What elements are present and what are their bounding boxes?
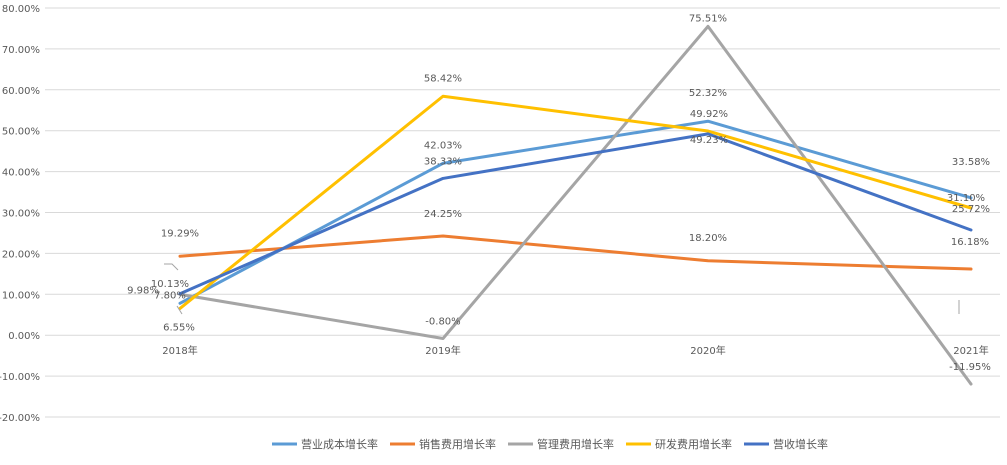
- data-point: [969, 206, 973, 210]
- y-tick-label: 60.00%: [2, 86, 40, 97]
- data-label: -0.80%: [425, 316, 460, 327]
- data-point: [441, 337, 445, 340]
- y-tick-label: 0.00%: [8, 331, 40, 342]
- label-leader-line: [176, 305, 183, 315]
- y-tick-label: -10.00%: [0, 372, 40, 383]
- y-tick-label: 70.00%: [2, 45, 40, 56]
- data-label: 10.13%: [151, 279, 189, 290]
- data-label: 49.92%: [690, 109, 728, 120]
- data-point: [178, 255, 182, 258]
- data-label: 6.55%: [163, 322, 195, 333]
- series-line: [178, 24, 973, 386]
- data-point: [706, 25, 710, 28]
- x-tick-label: 2019年: [425, 344, 460, 357]
- data-label: 38.33%: [424, 156, 462, 167]
- data-label: 18.20%: [689, 233, 727, 244]
- data-point: [441, 95, 445, 98]
- data-point: [969, 196, 973, 200]
- data-point: [969, 382, 973, 386]
- data-point: [706, 259, 710, 262]
- data-point: [178, 302, 182, 305]
- x-tick-label: 2018年: [162, 344, 197, 357]
- data-label: 31.10%: [947, 193, 985, 204]
- data-point: [441, 177, 445, 180]
- y-tick-label: 80.00%: [2, 4, 40, 15]
- gridlines: [45, 7, 1000, 418]
- data-label: 7.80%: [154, 290, 186, 301]
- data-point: [441, 234, 445, 238]
- legend: 营业成本增长率 销售费用增长率 管理费用增长率 研发费用增长率 营收增长率: [272, 437, 828, 451]
- y-tick-label: 10.00%: [2, 290, 40, 301]
- data-point: [178, 292, 182, 295]
- y-tick-label: -20.00%: [0, 413, 40, 424]
- series-line: [178, 132, 973, 296]
- data-label: 24.25%: [424, 209, 462, 220]
- legend-label: 营收增长率: [773, 437, 828, 451]
- data-label: 52.32%: [689, 88, 727, 99]
- data-label: 19.29%: [161, 228, 199, 239]
- legend-label: 销售费用增长率: [419, 437, 496, 451]
- x-tick-label: 2020年: [690, 344, 725, 357]
- data-label: 75.51%: [689, 13, 727, 24]
- series-line: [178, 234, 973, 271]
- data-label: 49.23%: [690, 135, 728, 146]
- y-tick-label: 40.00%: [2, 168, 40, 179]
- series-line: [178, 119, 973, 305]
- y-tick-label: 50.00%: [2, 127, 40, 138]
- data-point: [706, 129, 710, 133]
- data-point: [706, 132, 710, 136]
- data-point: [969, 228, 973, 232]
- data-label: 58.42%: [424, 73, 462, 84]
- x-tick-label: 2021年: [953, 344, 988, 357]
- data-label: 9.98%: [127, 285, 159, 296]
- data-label: 42.03%: [424, 140, 462, 151]
- legend-label: 营业成本增长率: [301, 437, 378, 451]
- legend-label: 研发费用增长率: [655, 437, 732, 451]
- series-lines: [178, 24, 973, 386]
- data-labels: 7.80% 42.03% 52.32% 33.58% 19.29% 24.25% 18.20…: [127, 13, 991, 373]
- data-label: 33.58%: [952, 157, 990, 168]
- series-line: [178, 94, 973, 310]
- data-label: 25.72%: [952, 204, 990, 215]
- data-point: [441, 162, 445, 165]
- data-point: [969, 267, 973, 271]
- axes: -20.00% -10.00% 0.00% 10.00% 20.00% 30.00% 40.…: [0, 4, 989, 424]
- y-tick-label: 30.00%: [2, 209, 40, 220]
- data-label: -11.95%: [949, 362, 991, 373]
- legend-label: 管理费用增长率: [537, 437, 614, 451]
- data-label: 16.18%: [951, 237, 989, 248]
- y-tick-label: 20.00%: [2, 249, 40, 260]
- data-point: [706, 120, 710, 123]
- label-leader-line: [164, 263, 179, 271]
